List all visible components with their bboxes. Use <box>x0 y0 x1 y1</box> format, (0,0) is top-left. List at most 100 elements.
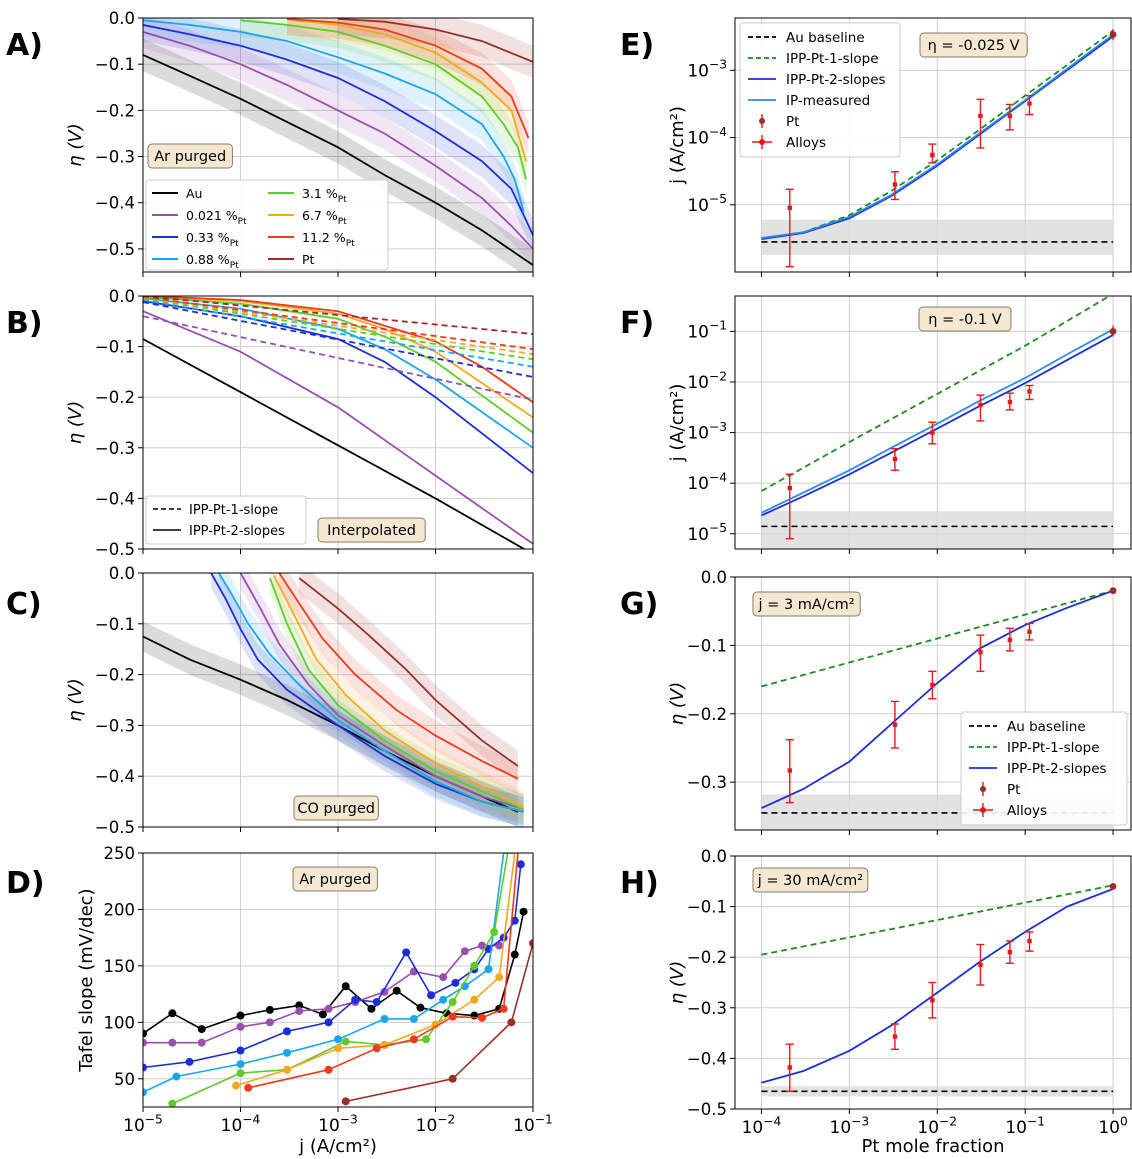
legend-box <box>739 22 901 158</box>
legend-box <box>145 495 307 545</box>
data-point <box>341 1097 350 1106</box>
y-axis-label: η (V) <box>65 123 86 167</box>
data-point <box>265 1005 274 1014</box>
y-tick-label: 10−5 <box>687 521 727 545</box>
legend-e: Au baseline IPP-Pt-1-slope IPP-Pt-2-slopes… <box>739 22 901 158</box>
y-axis-label: Tafel slope (mV/dec) <box>76 888 97 1072</box>
series-line <box>337 18 533 63</box>
y-tick-label: 0.0 <box>701 847 727 866</box>
data-point <box>341 982 350 991</box>
data-point <box>448 1074 457 1083</box>
x-ticks <box>142 272 534 277</box>
alloy-point <box>978 402 983 408</box>
legend-label: IPP-Pt-1-slope <box>189 503 278 518</box>
tick-base: 10 <box>917 1118 939 1138</box>
y-tick-label: −0.3 <box>687 999 727 1018</box>
y-tick-label: −0.4 <box>95 489 135 508</box>
alloy-point <box>1027 629 1032 634</box>
data-point <box>507 1018 516 1027</box>
legend-label: IP-measured <box>786 93 870 109</box>
plot-frame <box>734 17 1132 273</box>
badge-text: Interpolated <box>327 523 416 539</box>
badge-box <box>293 795 379 821</box>
panel-h: 0.0−0.1−0.2−0.3−0.4−0.510−4 10−3 10−2 10−1 1… <box>620 847 1132 1138</box>
y-tick-label: 10−5 <box>687 192 727 216</box>
data-point <box>460 947 469 956</box>
series-line <box>269 577 524 811</box>
x-ticks <box>760 272 1114 277</box>
plot-frame <box>734 576 1132 831</box>
y-tick-label: 0.0 <box>701 568 727 587</box>
series-line <box>761 296 1112 492</box>
tick-exponent: −3 <box>340 1112 358 1126</box>
y-tick-label: 0.0 <box>109 9 135 28</box>
data-point <box>334 1044 342 1053</box>
y-tick-label: 10−4 <box>687 471 727 495</box>
series-line <box>761 334 1114 517</box>
alloy-point <box>1007 637 1013 643</box>
series-line <box>143 297 533 361</box>
series-line <box>218 573 524 813</box>
panel-letter: B) <box>6 306 43 341</box>
baseline-band <box>761 219 1114 255</box>
y-tick-label: −0.2 <box>687 705 727 724</box>
series-line <box>143 911 525 1035</box>
alloy-point <box>787 768 792 773</box>
data-point <box>236 1069 245 1078</box>
uncertainty-band <box>279 573 518 794</box>
tick-base: 10 <box>687 373 709 393</box>
series-line <box>298 577 519 767</box>
legend-subscript: Pt <box>230 261 239 271</box>
data-point <box>372 1044 381 1053</box>
annotation-badge: Interpolated <box>317 517 426 543</box>
tick-exponent: 0 <box>1120 1114 1128 1128</box>
data-point <box>478 1013 487 1022</box>
data-point <box>172 1072 181 1081</box>
badge-text: j = 3 mA/cm² <box>758 597 855 613</box>
y-tick-label: 0.0 <box>109 564 135 583</box>
legend-marker <box>980 786 986 792</box>
badge-text: j = 30 mA/cm² <box>757 873 863 889</box>
data-point <box>495 941 504 950</box>
tick-exponent: −5 <box>709 192 727 206</box>
pt-point <box>1109 882 1117 890</box>
uncertainty-band <box>269 573 524 825</box>
plot-area <box>761 296 1117 549</box>
y-tick-label: −0.1 <box>95 55 135 74</box>
legend-label: Alloys <box>1007 803 1047 819</box>
series-line <box>235 853 516 1087</box>
legend-marker <box>980 807 986 813</box>
data-point <box>168 1009 177 1018</box>
data-point <box>484 965 493 974</box>
annotation-badge: CO purged <box>293 795 379 821</box>
panel-letter: E) <box>620 28 654 63</box>
y-axis-label: η (V) <box>667 682 688 726</box>
panel-b: 0.0 −0.1 −0.2 −0.3 −0.4 −0.5 η (V) B) Interpolat… <box>6 287 534 559</box>
data-point <box>185 1057 194 1066</box>
series-line <box>143 19 525 213</box>
legend-label: Au <box>186 186 202 201</box>
pt-point <box>1109 327 1117 335</box>
series-line <box>239 573 524 811</box>
plot-area <box>761 29 1117 268</box>
series-line <box>143 301 533 378</box>
badge-text: η = -0.1 V <box>928 312 1001 328</box>
y-tick-label: −0.1 <box>95 615 135 634</box>
x-ticks: 10−5 10−4 10−3 10−2 10−1 <box>123 1107 553 1136</box>
data-point <box>324 1004 333 1013</box>
y-axis-label: η (V) <box>667 961 688 1005</box>
series-line <box>143 315 533 401</box>
alloy-point <box>930 682 935 688</box>
y-tick-label: 200 <box>104 900 136 919</box>
series-line <box>143 338 526 549</box>
series-line <box>143 24 533 236</box>
baseline-band <box>761 511 1114 549</box>
data-point <box>236 1022 245 1031</box>
uncertainty-band <box>299 573 518 782</box>
y-tick-label: −0.1 <box>687 898 727 917</box>
data-point <box>510 916 519 925</box>
tick-base: 10 <box>1005 1118 1027 1138</box>
y-tick-label: 10−1 <box>687 319 727 343</box>
tick-exponent: −1 <box>709 319 727 333</box>
data-point <box>283 1065 292 1074</box>
